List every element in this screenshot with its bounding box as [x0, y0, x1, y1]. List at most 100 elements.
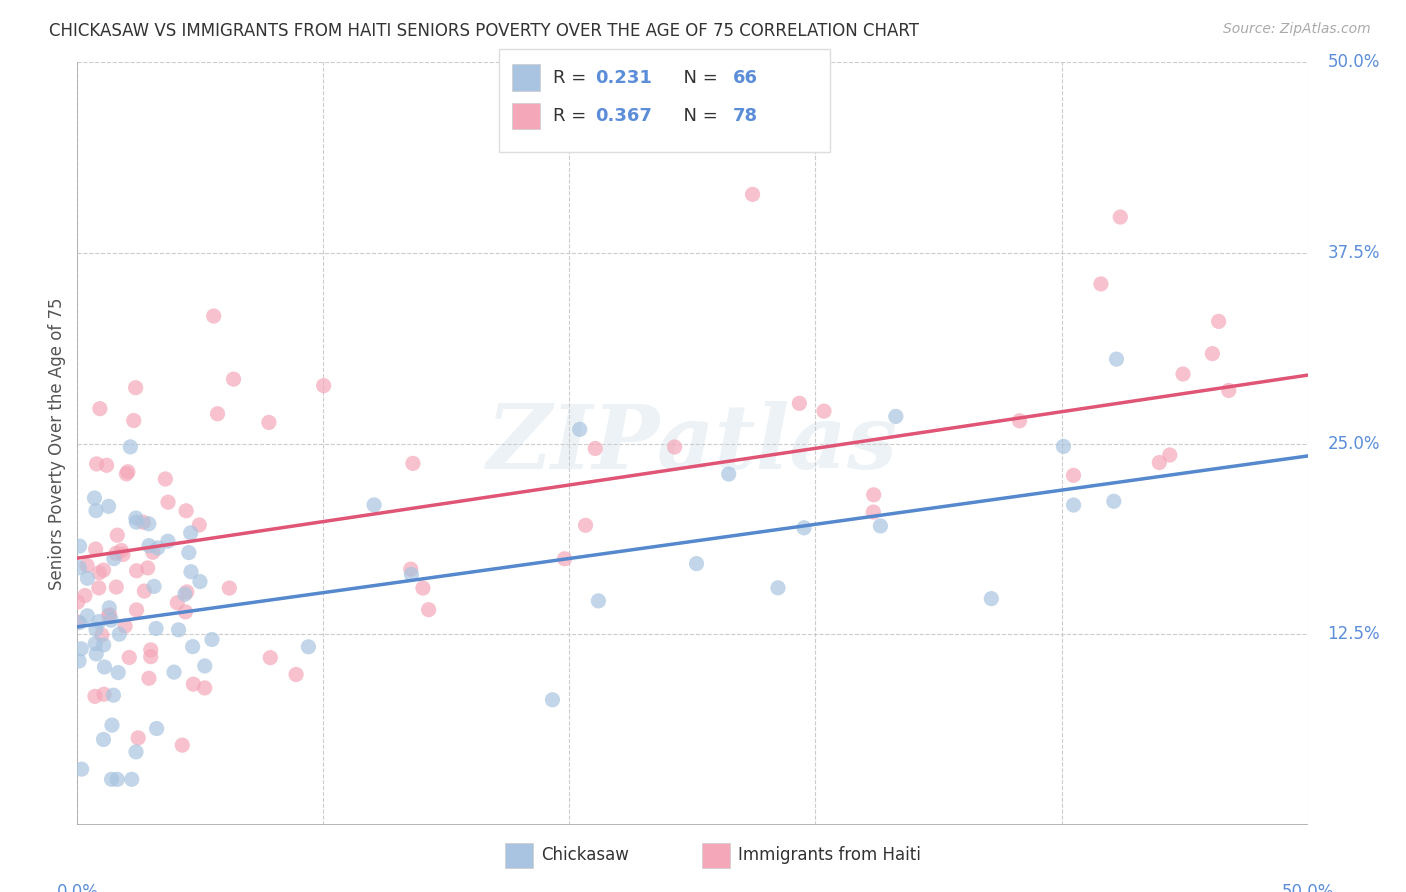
Point — [93, 660, 115, 674]
Point — [155, 472, 177, 486]
Point — [554, 551, 576, 566]
Point — [142, 545, 165, 559]
Point — [105, 580, 128, 594]
Point — [98, 600, 121, 615]
Text: CHICKASAW VS IMMIGRANTS FROM HAITI SENIORS POVERTY OVER THE AGE OF 75 CORRELATIO: CHICKASAW VS IMMIGRANTS FROM HAITI SENIO… — [49, 22, 920, 40]
Point — [145, 722, 167, 736]
Point — [114, 619, 136, 633]
Point — [401, 567, 423, 582]
Point — [1171, 367, 1194, 381]
Point — [685, 557, 707, 571]
Point — [117, 465, 139, 479]
Point — [181, 640, 204, 654]
Point — [541, 693, 564, 707]
Point — [194, 659, 217, 673]
Point — [138, 671, 160, 685]
Point — [766, 581, 789, 595]
Point — [110, 543, 132, 558]
Point — [121, 772, 143, 787]
Text: R =: R = — [553, 69, 592, 87]
Point — [157, 495, 180, 509]
Point — [166, 596, 188, 610]
Point — [363, 498, 385, 512]
Text: 50.0%: 50.0% — [1281, 883, 1334, 892]
Text: Chickasaw: Chickasaw — [541, 847, 630, 864]
Point — [139, 649, 162, 664]
Point — [259, 650, 281, 665]
Point — [66, 615, 89, 629]
Point — [402, 457, 425, 471]
Point — [76, 571, 98, 585]
Point — [399, 562, 422, 576]
Point — [1201, 346, 1223, 360]
Point — [717, 467, 740, 481]
Point — [180, 565, 202, 579]
Point — [103, 688, 125, 702]
Point — [84, 503, 107, 517]
Point — [568, 422, 591, 436]
Point — [70, 762, 93, 776]
Point — [93, 563, 115, 577]
Point — [146, 541, 169, 555]
Text: 78: 78 — [733, 107, 758, 125]
Point — [97, 500, 120, 514]
Text: N =: N = — [672, 107, 724, 125]
Point — [125, 515, 148, 529]
Point — [793, 521, 815, 535]
Point — [174, 504, 197, 518]
Point — [98, 607, 121, 622]
Point — [188, 517, 211, 532]
Point — [86, 457, 108, 471]
Point — [741, 187, 763, 202]
Point — [207, 407, 229, 421]
Point — [312, 378, 335, 392]
Point — [100, 772, 122, 787]
Point — [87, 581, 110, 595]
Point — [201, 632, 224, 647]
Point — [89, 566, 111, 580]
Point — [97, 608, 120, 623]
Text: R =: R = — [553, 107, 592, 125]
Point — [125, 511, 148, 525]
Point — [125, 603, 148, 617]
Point — [884, 409, 907, 424]
Y-axis label: Seniors Poverty Over the Age of 75: Seniors Poverty Over the Age of 75 — [48, 298, 66, 590]
Point — [122, 413, 145, 427]
Point — [120, 440, 142, 454]
Point — [84, 637, 107, 651]
Point — [93, 638, 115, 652]
Point — [1109, 210, 1132, 224]
Point — [84, 622, 107, 636]
Point — [93, 687, 115, 701]
Point — [125, 564, 148, 578]
Point — [180, 525, 202, 540]
Point — [285, 667, 308, 681]
Point — [1149, 456, 1171, 470]
Point — [172, 738, 194, 752]
Point — [139, 643, 162, 657]
Point — [69, 615, 91, 630]
Point — [156, 534, 179, 549]
Point — [118, 650, 141, 665]
Point — [138, 539, 160, 553]
Point — [869, 519, 891, 533]
Text: N =: N = — [672, 69, 724, 87]
Point — [176, 585, 198, 599]
Point — [1063, 498, 1085, 512]
Point — [103, 551, 125, 566]
Point — [134, 584, 156, 599]
Point — [101, 718, 124, 732]
Point — [105, 772, 128, 787]
Point — [132, 516, 155, 530]
Point — [124, 381, 146, 395]
Text: 50.0%: 50.0% — [1327, 54, 1379, 71]
Point — [583, 442, 606, 456]
Point — [574, 518, 596, 533]
Point — [111, 548, 134, 562]
Point — [222, 372, 245, 386]
Point — [84, 690, 107, 704]
Point — [76, 608, 98, 623]
Point — [70, 641, 93, 656]
Point — [69, 539, 91, 553]
Point — [105, 528, 128, 542]
